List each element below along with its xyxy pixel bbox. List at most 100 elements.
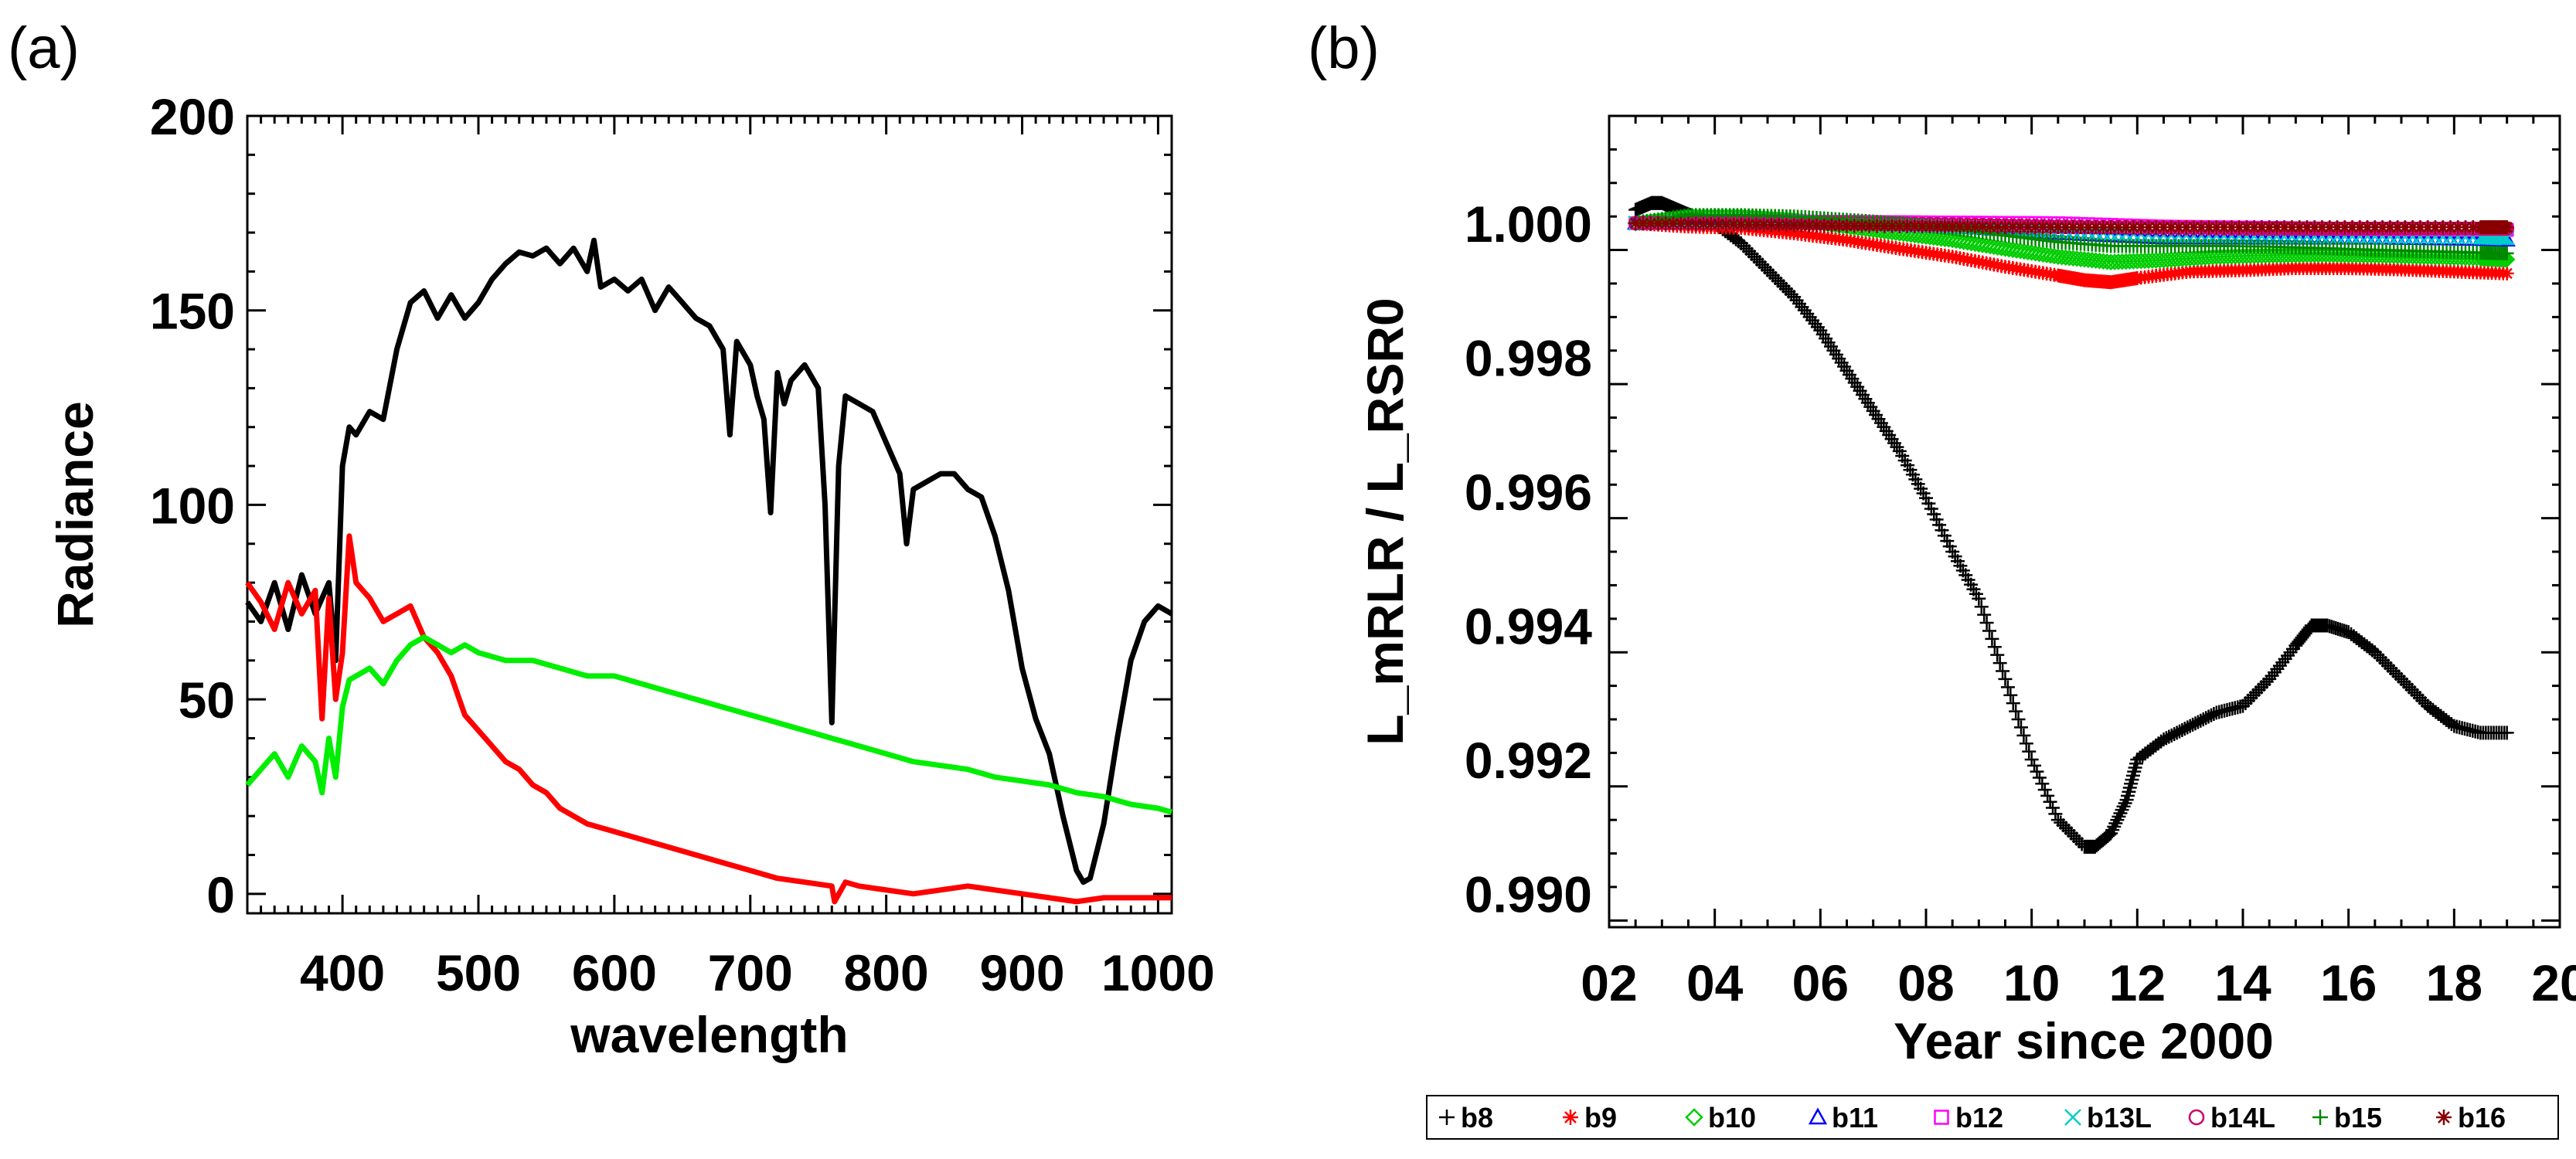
point-b16 <box>2383 220 2397 235</box>
legend-box <box>1426 1095 2559 1140</box>
point-b10 <box>2140 252 2157 270</box>
legend-marker-b11 <box>1808 1107 1828 1125</box>
point-b8 <box>2035 777 2050 791</box>
point-b16 <box>2164 220 2179 235</box>
panel-a-y-tick-labels: 0 50 100 150 200 <box>150 88 235 923</box>
panel-a-x-tick-label: 700 <box>708 944 793 1001</box>
panel-a-chart: 400 500 600 700 800 900 1000 0 50 100 150 200 wave… <box>46 88 1215 1063</box>
point-b16 <box>1794 218 1809 233</box>
panel-a-y-tick-label: 50 <box>179 671 235 729</box>
point-b16 <box>1862 219 1877 233</box>
panel-b-x-tick-labels: 02 04 06 08 10 12 14 16 18 20 <box>1581 954 2576 1011</box>
point-b10 <box>2208 248 2225 265</box>
panel-a-y-tick-label: 0 <box>206 866 235 923</box>
legend-marker-b12 <box>1934 1110 1949 1125</box>
point-b16 <box>2435 220 2450 235</box>
panel-b-x-axis-title: Year since 2000 <box>1894 1012 2274 1069</box>
panel-b-x-tick-label: 04 <box>1686 954 1744 1011</box>
point-b10 <box>2241 247 2259 264</box>
legend-marker-b15 <box>2312 1110 2328 1125</box>
point-b16 <box>2172 220 2186 235</box>
panel-b-x-tick-label: 06 <box>1792 954 1849 1011</box>
point-b16 <box>1877 219 1892 233</box>
point-b16 <box>2292 220 2307 235</box>
panel-b-x-tick-label: 12 <box>2109 954 2166 1011</box>
legend-item-b9: b9 <box>1563 1102 1617 1134</box>
legend-label-b10: b10 <box>1708 1102 1756 1134</box>
point-b10 <box>2151 251 2169 269</box>
point-b16 <box>2202 220 2217 235</box>
series-line-black <box>245 237 1173 885</box>
legend-label-b11: b11 <box>1832 1102 1878 1134</box>
panel-b-y-axis-title: L_mRLR / L_RSR0 <box>1356 297 1414 745</box>
point-b10 <box>2204 248 2221 266</box>
legend-item-b13L: b13L <box>2064 1102 2152 1134</box>
point-b16 <box>1673 216 1688 231</box>
point-b8 <box>2037 783 2052 797</box>
point-b16 <box>1922 219 1937 233</box>
point-b16 <box>1689 216 1703 231</box>
point-b16 <box>2337 220 2352 235</box>
point-b16 <box>2247 220 2261 235</box>
point-b16 <box>1982 219 1997 234</box>
point-b16 <box>2458 220 2472 235</box>
point-b15 <box>2499 246 2514 260</box>
panel-b-y-tick-label: 1.000 <box>1465 195 1592 253</box>
panel-b-chart: 02 04 06 08 10 12 14 16 18 20 0.9900.9920.9940.99… <box>1356 114 2576 1069</box>
panel-b-ticks <box>1608 114 2561 927</box>
point-b8 <box>2011 712 2026 726</box>
point-b10 <box>2231 247 2248 265</box>
point-b16 <box>1635 216 1650 230</box>
point-b16 <box>2028 219 2043 234</box>
point-b8 <box>2104 826 2118 841</box>
point-b10 <box>2117 253 2135 270</box>
series-line-red <box>245 533 1172 905</box>
panel-b-x-tick-label: 10 <box>2003 954 2060 1011</box>
panel-b-x-tick-label: 14 <box>2214 954 2271 1011</box>
point-b16 <box>2111 220 2125 235</box>
point-b16 <box>1839 219 1854 233</box>
point-b10 <box>2102 253 2119 270</box>
panel-b-x-tick-label: 02 <box>1581 954 1637 1011</box>
point-b16 <box>1779 218 1794 233</box>
point-b16 <box>2360 220 2375 235</box>
point-b16 <box>2353 220 2367 235</box>
panel-a-label: (a) <box>8 15 80 81</box>
point-b8 <box>2030 764 2044 779</box>
point-b16 <box>2322 220 2337 235</box>
point-b16 <box>2391 220 2405 235</box>
point-b16 <box>2443 220 2458 235</box>
legend-marker-b9 <box>1563 1110 1578 1125</box>
panel-b-y-tick-label: 0.998 <box>1465 329 1592 386</box>
point-b16 <box>2413 220 2428 235</box>
point-b16 <box>2096 220 2111 235</box>
panel-b-y-tick-label: 0.994 <box>1465 598 1592 655</box>
point-b16 <box>2043 219 2058 234</box>
point-b8 <box>1810 320 1825 335</box>
legend-item-b12: b12 <box>1934 1102 2003 1134</box>
point-b16 <box>2465 220 2480 235</box>
point-b10 <box>2114 253 2131 270</box>
panel-a-ticks <box>247 114 1173 913</box>
point-b16 <box>2299 220 2314 235</box>
point-b8 <box>2107 819 2122 834</box>
point-b8 <box>1979 616 1994 630</box>
point-b16 <box>1681 216 1696 231</box>
point-b16 <box>2209 220 2224 235</box>
panel-b-y-tick-label: 0.992 <box>1465 732 1592 789</box>
legend-items: b8 b9 b10 b11 b12 b13L b14L b15 b16 <box>1439 1102 2506 1134</box>
point-b16 <box>2081 220 2095 235</box>
legend-label-b13L: b13L <box>2087 1102 2152 1134</box>
point-b16 <box>2232 220 2247 235</box>
panel-b-y-tick-labels: 0.990 0.992 0.994 0.996 0.998 1.000 <box>1465 195 1592 923</box>
point-b16 <box>2428 220 2442 235</box>
point-b8 <box>1992 656 2007 671</box>
point-b16 <box>2224 220 2239 235</box>
point-b16 <box>2451 220 2465 235</box>
panel-b-x-tick-label: 20 <box>2531 954 2576 1011</box>
panel-a-x-tick-label: 1000 <box>1101 944 1215 1001</box>
legend-label-b12: b12 <box>1955 1102 2003 1134</box>
point-b16 <box>1771 218 1786 233</box>
legend: b8 b9 b10 b11 b12 b13L b14L b15 b16 <box>1426 1095 2559 1140</box>
